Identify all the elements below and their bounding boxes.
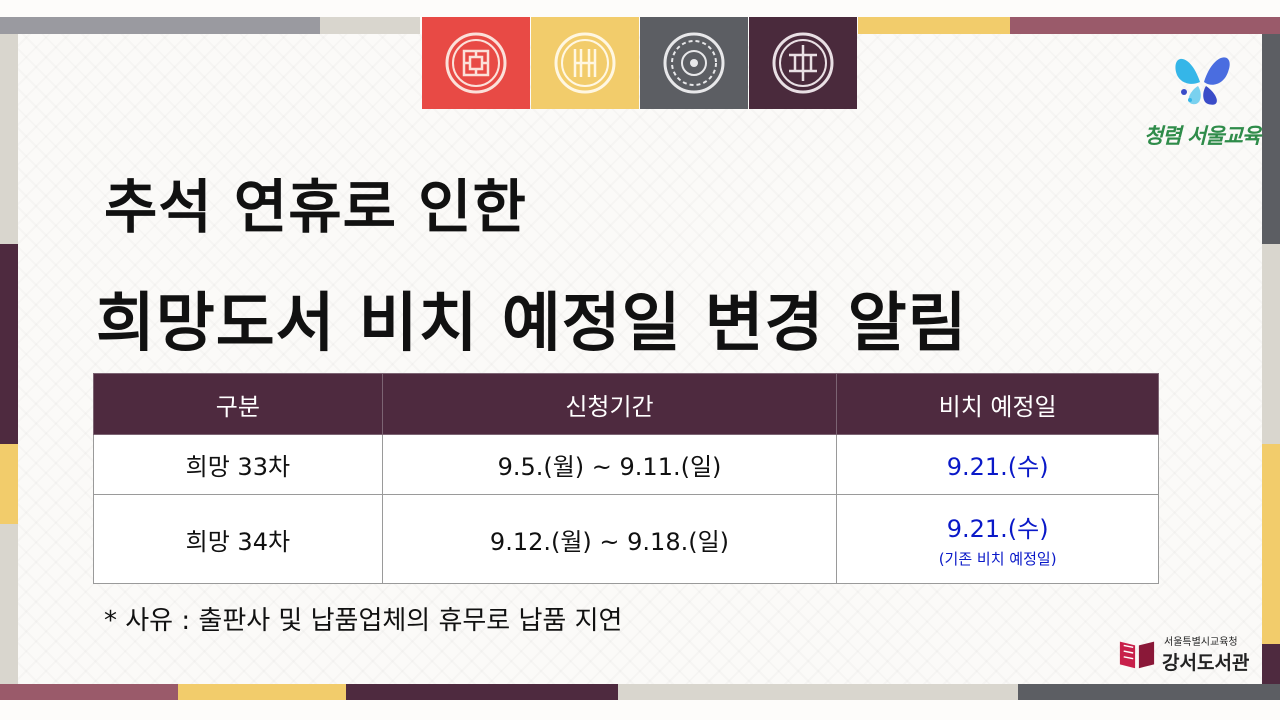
frame-left-4 xyxy=(0,524,18,700)
ornament-tile-gray xyxy=(640,17,748,109)
ornament-tile-yellow xyxy=(531,17,639,109)
ornament-icon xyxy=(772,32,834,94)
reason-note: * 사유 : 출판사 및 납품업체의 휴무로 납품 지연 xyxy=(104,606,623,636)
header-category: 구분 xyxy=(93,373,383,435)
frame-left-1 xyxy=(0,34,18,244)
frame-top-2 xyxy=(320,17,420,34)
ornament-icon xyxy=(445,32,507,94)
frame-bottom-3 xyxy=(346,684,618,700)
page-title-line1: 추석 연휴로 인한 xyxy=(104,173,527,241)
table-row: 희망 34차 9.12.(월) ~ 9.18.(일) 9.21.(수) (기존 … xyxy=(93,494,1159,584)
frame-top-4 xyxy=(1010,17,1280,34)
ornament-icon xyxy=(663,32,725,94)
round-cell: 희망 33차 xyxy=(93,434,383,495)
frame-bottom-1 xyxy=(0,684,178,700)
page-title-line2: 희망도서 비치 예정일 변경 알림 xyxy=(96,287,968,361)
frame-left-2 xyxy=(0,244,18,444)
library-logo: 서울특별시교육청 강서도서관 xyxy=(1114,630,1254,678)
frame-bottom-5 xyxy=(1018,684,1280,700)
date-cell: 9.21.(수) (기존 비치 예정일) xyxy=(836,494,1159,584)
ornament-tile-red xyxy=(422,17,530,109)
ornament-tile-plum xyxy=(749,17,857,109)
book-icon xyxy=(1119,641,1155,669)
ornament-icon xyxy=(554,32,616,94)
header-date: 비치 예정일 xyxy=(836,373,1159,435)
frame-right-3 xyxy=(1262,444,1280,644)
period-cell: 9.5.(월) ~ 9.11.(일) xyxy=(381,434,838,495)
integrity-logo: 청렴 서울교육 xyxy=(1140,40,1270,170)
frame-left-3 xyxy=(0,444,18,524)
frame-right-1 xyxy=(1262,34,1280,244)
library-org: 서울특별시교육청 xyxy=(1164,637,1238,648)
frame-bottom-2 xyxy=(178,684,346,700)
frame-bottom-4 xyxy=(618,684,1018,700)
table-header-row: 구분 신청기간 비치 예정일 xyxy=(93,373,1159,435)
integrity-slogan: 청렴 서울교육 xyxy=(1144,124,1261,148)
date-cell: 9.21.(수) xyxy=(836,434,1159,495)
frame-top-3 xyxy=(858,17,1010,34)
schedule-table: 구분 신청기간 비치 예정일 희망 33차 9.5.(월) ~ 9.11.(일)… xyxy=(93,373,1159,584)
header-period: 신청기간 xyxy=(381,373,838,435)
frame-right-2 xyxy=(1262,244,1280,444)
period-cell: 9.12.(월) ~ 9.18.(일) xyxy=(381,494,838,584)
table-row: 희망 33차 9.5.(월) ~ 9.11.(일) 9.21.(수) xyxy=(93,434,1159,495)
round-cell: 희망 34차 xyxy=(93,494,383,584)
date-value: 9.21.(수) xyxy=(946,515,1049,543)
butterfly-icon xyxy=(1175,57,1230,105)
frame-top-1 xyxy=(0,17,320,34)
date-note: (기존 비치 예정일) xyxy=(938,550,1057,568)
library-name: 강서도서관 xyxy=(1162,652,1250,674)
